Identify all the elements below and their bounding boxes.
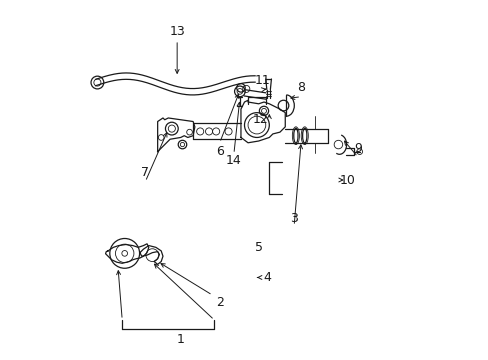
- Text: 14: 14: [225, 154, 241, 167]
- Text: 1: 1: [176, 333, 184, 346]
- Text: 12: 12: [252, 113, 268, 126]
- Text: 8: 8: [297, 81, 305, 94]
- Text: 10: 10: [339, 174, 354, 186]
- Text: 7: 7: [141, 166, 149, 179]
- Text: 2: 2: [215, 296, 223, 309]
- Text: 11: 11: [254, 74, 269, 87]
- Text: 5: 5: [254, 241, 262, 254]
- Circle shape: [122, 251, 127, 256]
- Text: 6: 6: [215, 145, 223, 158]
- Text: 4: 4: [263, 271, 271, 284]
- Text: 9: 9: [353, 141, 361, 154]
- Text: 13: 13: [169, 24, 184, 38]
- Text: 3: 3: [289, 212, 298, 225]
